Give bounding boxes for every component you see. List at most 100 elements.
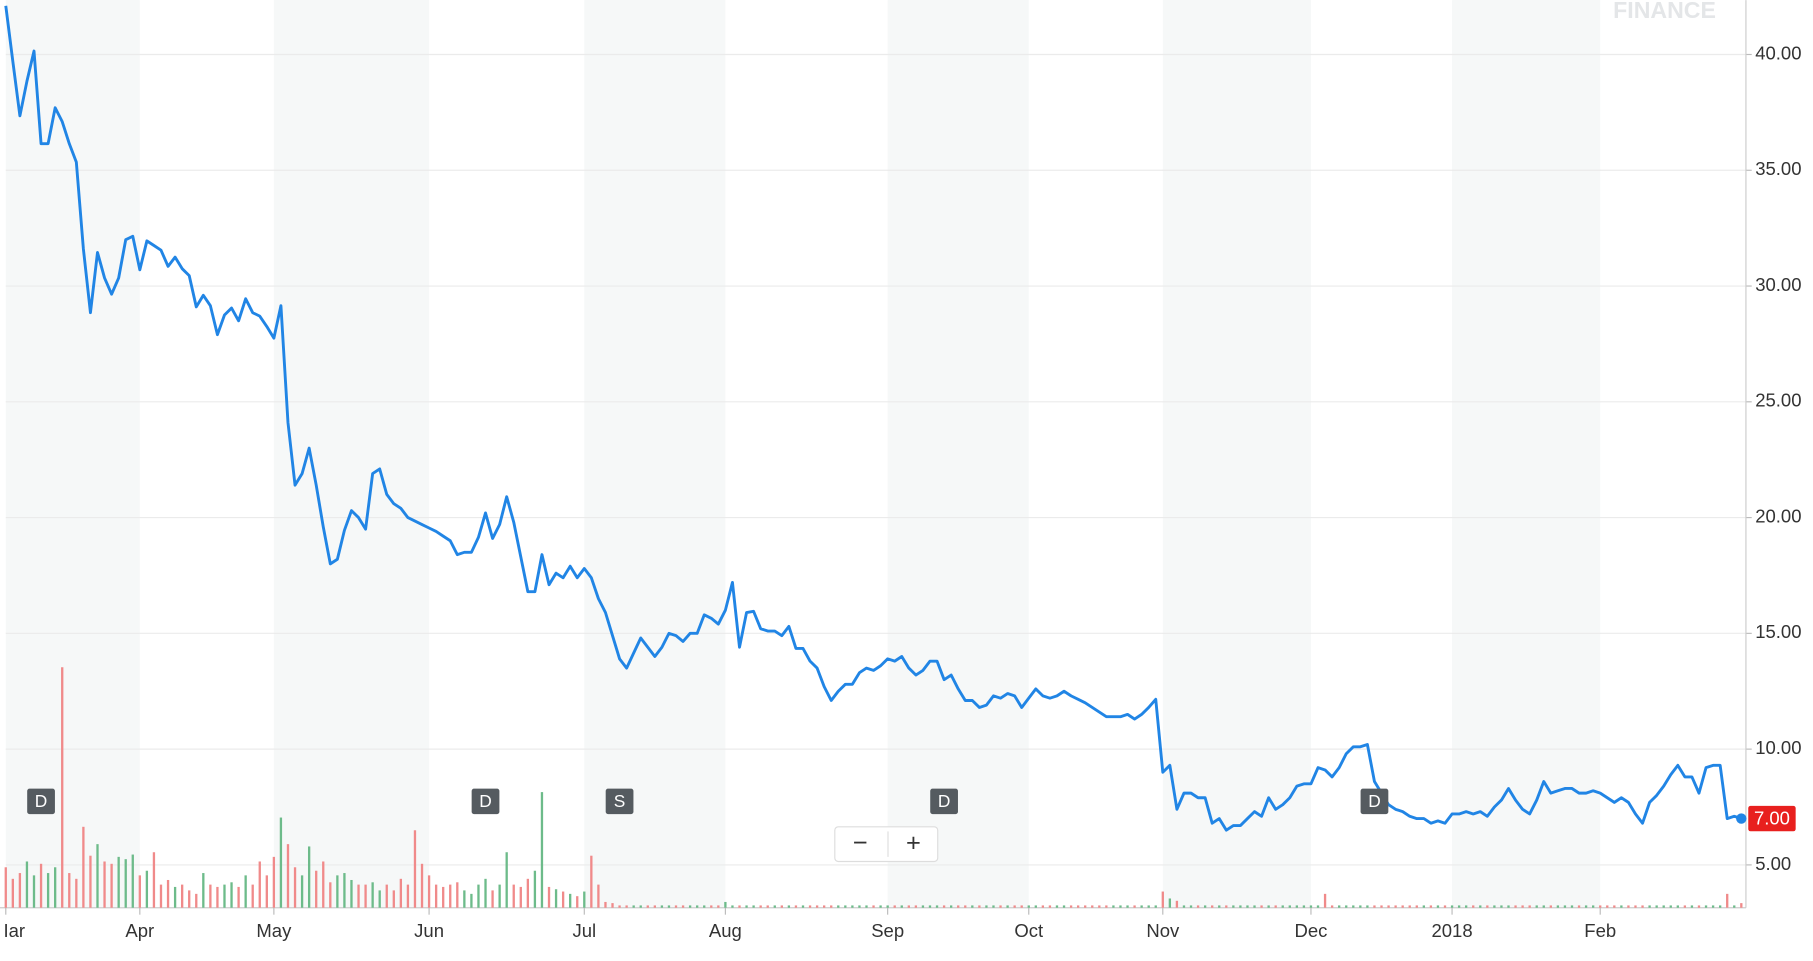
volume-bar [964, 905, 967, 908]
volume-bar [216, 886, 219, 908]
volume-bar [124, 859, 127, 908]
zoom-control [834, 826, 939, 863]
zoom-in-button[interactable]: + [906, 829, 921, 857]
volume-bar [1655, 905, 1658, 908]
volume-bar [1126, 905, 1129, 908]
volume-bar [681, 905, 685, 908]
volume-bar [844, 905, 847, 908]
volume-bar [1676, 905, 1679, 908]
volume-bar [110, 863, 113, 908]
volume-bar [949, 905, 953, 908]
volume-bar [808, 905, 812, 908]
volume-bar [1697, 905, 1701, 908]
volume-bar [766, 905, 769, 908]
volume-bar [1521, 905, 1524, 908]
volume-bar [935, 905, 939, 908]
volume-bar [674, 905, 678, 908]
volume-bar [639, 905, 642, 908]
volume-bar [39, 863, 43, 908]
volume-bar [406, 884, 410, 908]
volume-bar [1500, 905, 1503, 908]
volume-bar [1394, 905, 1397, 908]
volume-bar [921, 905, 925, 908]
volume-bar [315, 870, 318, 908]
volume-bar [540, 792, 544, 908]
event-marker[interactable] [605, 788, 634, 815]
volume-bar [293, 867, 297, 908]
price-line [4, 5, 1742, 832]
volume-bar [4, 867, 7, 908]
volume-bar [604, 901, 607, 908]
volume-bar [1711, 905, 1715, 908]
volume-bar [569, 893, 572, 908]
volume-bar [46, 873, 50, 908]
month-band [273, 0, 430, 908]
volume-bar [1535, 905, 1538, 908]
volume-bar [1352, 905, 1355, 908]
volume-bar [1556, 905, 1560, 908]
volume-bar [1105, 905, 1108, 908]
zoom-out-button[interactable]: − [853, 829, 868, 857]
volume-bar [1620, 905, 1623, 908]
volume-bar [286, 844, 290, 908]
volume-bar [1091, 905, 1094, 908]
volume-bar [1006, 905, 1009, 908]
volume-bar [815, 905, 819, 908]
volume-bar [300, 875, 304, 908]
volume-bar [632, 905, 635, 908]
volume-bar [11, 878, 14, 908]
volume-bar [745, 905, 748, 908]
volume-bar [82, 826, 85, 908]
volume-bar [759, 905, 762, 908]
volume-bar [872, 905, 875, 908]
volume-bar [1563, 905, 1567, 908]
volume-bar [272, 856, 276, 908]
volume-bar [780, 905, 783, 908]
volume-bar [195, 893, 198, 908]
volume-bar [434, 884, 438, 908]
x-tick-label: Dec [1295, 920, 1328, 941]
volume-bar [561, 891, 565, 908]
event-label: D [479, 791, 492, 811]
volume-bar [1168, 898, 1172, 908]
volume-bar [173, 886, 177, 908]
volume-bar [1218, 905, 1221, 908]
volume-bar [1443, 905, 1447, 908]
volume-bar [1084, 905, 1087, 908]
volume-bar [1726, 893, 1729, 908]
event-marker[interactable] [27, 788, 55, 815]
volume-bar [117, 856, 120, 908]
volume-bar [1592, 905, 1595, 908]
volume-bar [1147, 905, 1150, 908]
volume-bar [1119, 905, 1122, 908]
volume-bar [1387, 905, 1390, 908]
volume-bar [1055, 905, 1059, 908]
volume-bar [978, 905, 981, 908]
volume-bar [1606, 905, 1609, 908]
volume-bar [710, 905, 713, 908]
volume-bar [597, 884, 600, 908]
volume-bar [992, 905, 995, 908]
volume-bar [696, 905, 699, 908]
month-band [887, 0, 1029, 908]
volume-bar [879, 905, 882, 908]
volume-bar [32, 875, 36, 908]
event-marker[interactable] [1360, 788, 1389, 815]
volume-bar [1690, 905, 1694, 908]
volume-bar [1161, 891, 1164, 908]
x-tick-label: Jun [414, 920, 444, 941]
event-marker[interactable] [471, 788, 500, 815]
volume-bar [1034, 905, 1037, 908]
event-marker[interactable] [930, 788, 958, 815]
volume-bar [823, 905, 826, 908]
volume-bar [1338, 905, 1341, 908]
volume-bar [350, 879, 353, 908]
volume-bar [371, 882, 374, 908]
volume-bar [258, 861, 261, 908]
volume-bar [1182, 905, 1186, 908]
volume-bar [1641, 905, 1644, 908]
volume-bar [336, 875, 339, 908]
volume-bar [738, 905, 741, 908]
